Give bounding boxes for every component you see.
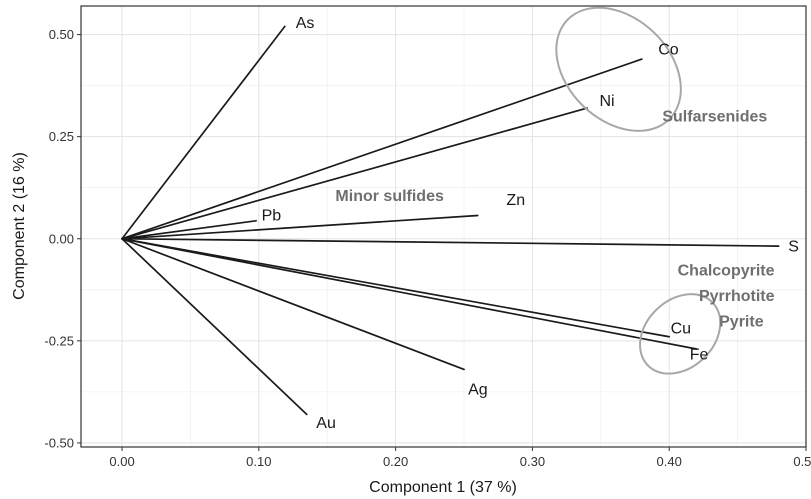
vector-fe [121, 237, 698, 350]
group-label-chalcopyrite: Chalcopyrite [678, 262, 775, 279]
y-tick-label: 0.00 [49, 231, 74, 246]
label-co: Co [658, 41, 679, 58]
ellipse-cu-fe [639, 293, 722, 375]
plot-panel-background [81, 6, 806, 447]
group-labels: Sulfarsenides Minor sulfides Chalcopyrite P… [335, 108, 774, 330]
x-tick-label: 0.10 [246, 454, 271, 469]
label-au: Au [316, 415, 336, 432]
y-tick-label: -0.50 [44, 435, 74, 450]
group-label-pyrite: Pyrite [719, 314, 764, 331]
label-cu: Cu [671, 320, 691, 337]
label-pb: Pb [262, 208, 282, 225]
label-ni: Ni [599, 93, 614, 110]
group-label-sulfarsenides: Sulfarsenides [662, 108, 767, 125]
x-axis-ticks: 0.00 0.10 0.20 0.30 0.40 0.50 [109, 447, 811, 469]
y-axis-ticks: -0.50 -0.25 0.00 0.25 0.50 [44, 27, 81, 450]
y-tick-label: 0.25 [49, 129, 74, 144]
vector-co [121, 58, 643, 240]
label-zn: Zn [506, 192, 525, 209]
x-tick-label: 0.30 [520, 454, 545, 469]
label-fe: Fe [690, 346, 709, 363]
label-ag: Ag [468, 382, 488, 399]
y-axis-title: Component 2 (16 %) [11, 152, 28, 300]
loading-vectors [121, 25, 780, 416]
vector-ag [121, 237, 465, 371]
y-tick-label: -0.25 [44, 333, 74, 348]
group-label-minor-sulfides: Minor sulfides [335, 188, 444, 205]
vector-s [121, 237, 780, 247]
label-as: As [296, 15, 315, 32]
vector-au [121, 237, 308, 416]
x-tick-label: 0.20 [383, 454, 408, 469]
x-tick-label: 0.40 [657, 454, 682, 469]
vector-cu [121, 237, 671, 338]
vector-zn [121, 214, 479, 240]
x-tick-label: 0.50 [793, 454, 811, 469]
vector-ni [121, 107, 588, 240]
variable-labels: As Co Ni Zn Pb S Cu Fe Ag Au [262, 15, 799, 432]
y-tick-label: 0.50 [49, 27, 74, 42]
plot-panel-border [80, 5, 807, 448]
group-ellipses [555, 6, 722, 375]
x-axis-title: Component 1 (37 %) [369, 479, 517, 496]
x-tick-label: 0.00 [109, 454, 134, 469]
ellipse-co-ni [555, 6, 682, 132]
vector-as [121, 25, 286, 240]
vector-pb [121, 219, 257, 240]
label-s: S [788, 239, 799, 256]
group-label-pyrrhotite: Pyrrhotite [699, 288, 775, 305]
